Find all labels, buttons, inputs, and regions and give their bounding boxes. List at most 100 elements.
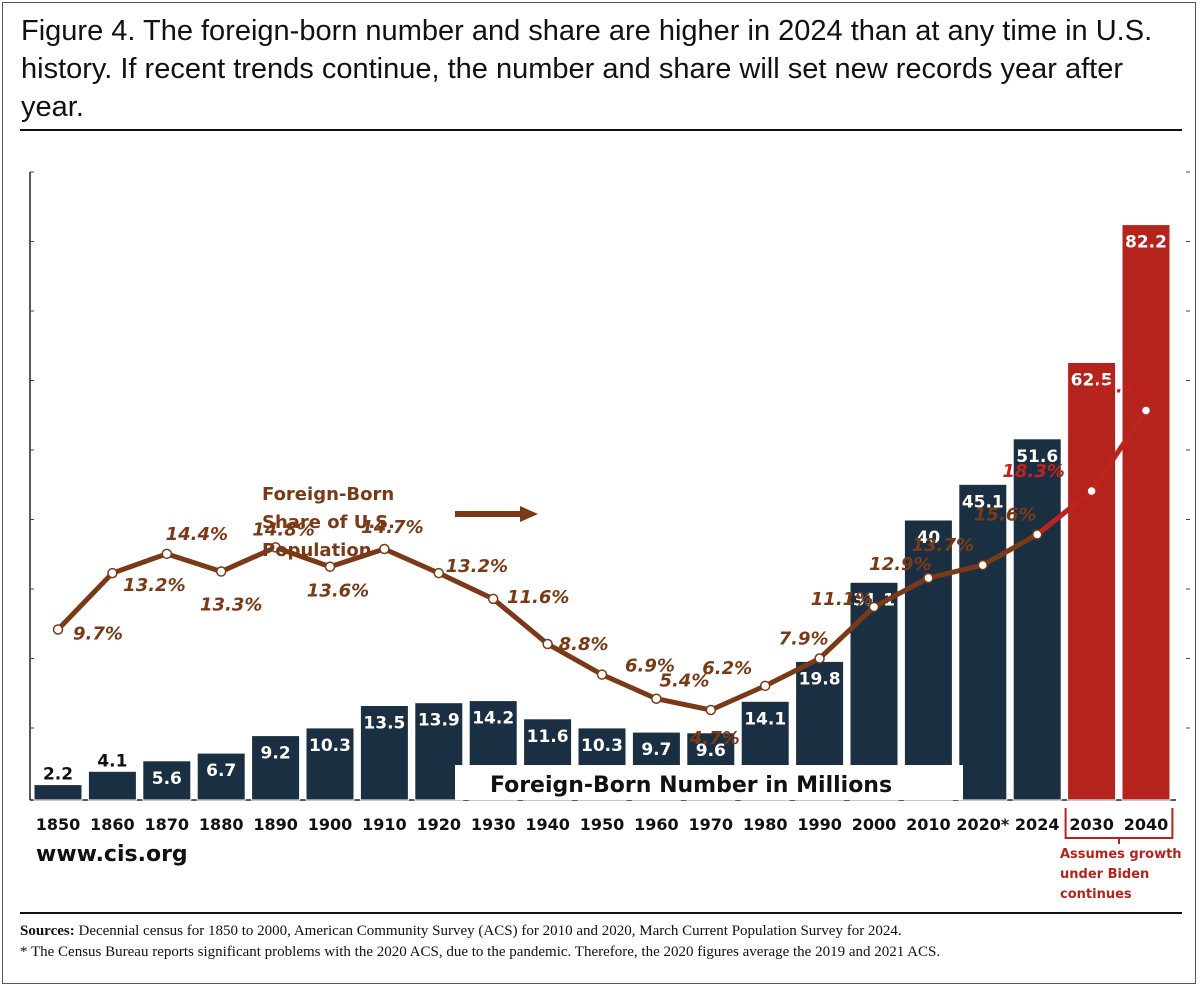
share-point-1900 bbox=[324, 561, 336, 572]
share-point-2030 bbox=[1086, 485, 1097, 497]
x-tick-label: 1960 bbox=[634, 815, 679, 834]
bar-2030 bbox=[1067, 362, 1117, 801]
x-tick-label: 1860 bbox=[90, 815, 135, 834]
x-tick-label: 1920 bbox=[417, 815, 462, 834]
bar-value-label: 9.6 bbox=[696, 741, 726, 761]
bar-value-label: 2.2 bbox=[43, 765, 73, 785]
bar-2020* bbox=[958, 483, 1008, 801]
legend-arrow-head bbox=[520, 506, 538, 522]
x-tick-label: 1910 bbox=[362, 815, 407, 834]
projection-note-line: under Biden bbox=[1060, 867, 1149, 882]
bar-1870 bbox=[142, 760, 192, 801]
share-point-2010 bbox=[923, 572, 934, 584]
share-point-1960 bbox=[651, 693, 662, 704]
x-tick-label: 1850 bbox=[36, 815, 81, 834]
share-value-label: 13.7% bbox=[912, 535, 974, 556]
bar-value-label: 4.1 bbox=[97, 751, 127, 771]
share-point-1870 bbox=[161, 548, 173, 560]
bar-1890 bbox=[251, 735, 301, 801]
share-value-label: 13.2% bbox=[446, 556, 508, 577]
bar-value-label: 45.1 bbox=[962, 492, 1004, 512]
sources-label: Sources: bbox=[20, 923, 75, 939]
x-tick-label: 2024 bbox=[1015, 815, 1060, 834]
share-value-label: 6.2% bbox=[702, 658, 752, 679]
title-divider bbox=[20, 129, 1182, 131]
share-point-2024 bbox=[1031, 529, 1043, 540]
sources-text: Decennial census for 1850 to 2000, Ameri… bbox=[74, 923, 902, 939]
bar-value-label: 14.2 bbox=[472, 709, 514, 729]
projection-note-line: continues bbox=[1060, 887, 1132, 900]
share-value-label: 9.7% bbox=[73, 624, 123, 645]
footer-divider bbox=[20, 912, 1182, 914]
census-footnote: * The Census Bureau reports significant … bbox=[20, 944, 941, 960]
x-tick-label: 1950 bbox=[580, 815, 625, 834]
share-point-1980 bbox=[759, 680, 771, 692]
x-tick-label: 1940 bbox=[525, 815, 570, 834]
share-value-label: 23.3% bbox=[1091, 377, 1153, 398]
share-value-label: 14.4% bbox=[166, 524, 228, 545]
share-value-label: 13.2% bbox=[123, 575, 185, 596]
share-point-2000 bbox=[868, 601, 880, 613]
bar-value-label: 9.2 bbox=[261, 744, 291, 764]
share-value-label: 14.7% bbox=[361, 517, 423, 538]
share-point-1940 bbox=[542, 638, 553, 650]
bar-value-label: 5.6 bbox=[152, 769, 182, 789]
share-point-1920 bbox=[433, 567, 445, 579]
x-tick-label: 2010 bbox=[906, 815, 951, 834]
share-point-1990 bbox=[814, 653, 825, 664]
bar-1880 bbox=[196, 752, 246, 801]
x-tick-label: 1900 bbox=[308, 815, 353, 834]
x-tick-label: 1870 bbox=[145, 815, 190, 834]
bar-value-label: 10.3 bbox=[581, 736, 623, 756]
projection-note-line: Assumes growth bbox=[1060, 847, 1182, 862]
bar-legend-box bbox=[455, 765, 963, 800]
x-tick-label: 2040 bbox=[1124, 815, 1169, 834]
bar-2010 bbox=[903, 519, 953, 801]
share-value-label: 15.6% bbox=[974, 505, 1036, 526]
bar-1900 bbox=[305, 727, 355, 801]
share-value-label: 13.3% bbox=[200, 595, 262, 616]
bar-1850 bbox=[33, 784, 83, 801]
share-value-label: 11.6% bbox=[507, 587, 569, 608]
bar-value-label: 40 bbox=[917, 528, 941, 548]
bar-1860 bbox=[87, 770, 137, 801]
x-tick-label: 2030 bbox=[1069, 815, 1114, 834]
share-point-1970 bbox=[705, 704, 717, 716]
share-point-1860 bbox=[107, 567, 118, 579]
share-point-2040 bbox=[1140, 405, 1152, 416]
foreign-born-chart: 2.2 4.1 5.6 6.7 9.2 10.3 13.5 13.9 14.2 11.6 10.3 9… bbox=[29, 171, 1190, 900]
line-legend-text: Foreign-Born bbox=[262, 484, 394, 505]
share-point-1850 bbox=[52, 624, 64, 635]
x-tick-label: 1980 bbox=[743, 815, 788, 834]
bar-value-label: 62.5 bbox=[1071, 371, 1113, 391]
x-tick-label: 1890 bbox=[253, 815, 298, 834]
share-value-label: 14.8% bbox=[252, 519, 314, 540]
share-point-2020* bbox=[977, 559, 989, 571]
share-point-1890 bbox=[270, 542, 281, 553]
bar-2040 bbox=[1121, 224, 1171, 801]
bar-value-label: 31.1 bbox=[853, 590, 895, 610]
bar-value-label: 10.3 bbox=[309, 736, 351, 756]
share-value-label: 11.1% bbox=[811, 589, 873, 610]
bar-value-label: 13.5 bbox=[363, 714, 405, 734]
share-value-label: 18.3% bbox=[1002, 461, 1064, 482]
bar-value-label: 82.2 bbox=[1125, 233, 1167, 253]
share-value-label: 13.6% bbox=[307, 581, 369, 602]
x-tick-label: 1930 bbox=[471, 815, 516, 834]
x-tick-label: 1970 bbox=[689, 815, 734, 834]
bar-value-label: 14.1 bbox=[744, 709, 786, 729]
website-label: www.cis.org bbox=[36, 842, 188, 867]
share-value-label: 12.9% bbox=[869, 554, 931, 575]
x-tick-label: 2020* bbox=[956, 815, 1010, 834]
bar-value-label: 19.8 bbox=[799, 669, 841, 689]
share-value-label: 4.7% bbox=[689, 728, 740, 749]
x-tick-label: 2000 bbox=[852, 815, 897, 834]
share-point-1910 bbox=[379, 543, 390, 555]
figure-title: Figure 4. The foreign-born number and sh… bbox=[21, 15, 1153, 123]
share-value-label: 7.9% bbox=[779, 628, 829, 649]
x-tick-label: 1990 bbox=[797, 815, 842, 834]
bar-1910 bbox=[359, 705, 409, 801]
bar-value-label: 13.9 bbox=[418, 711, 460, 731]
share-value-label: 8.8% bbox=[559, 634, 609, 655]
